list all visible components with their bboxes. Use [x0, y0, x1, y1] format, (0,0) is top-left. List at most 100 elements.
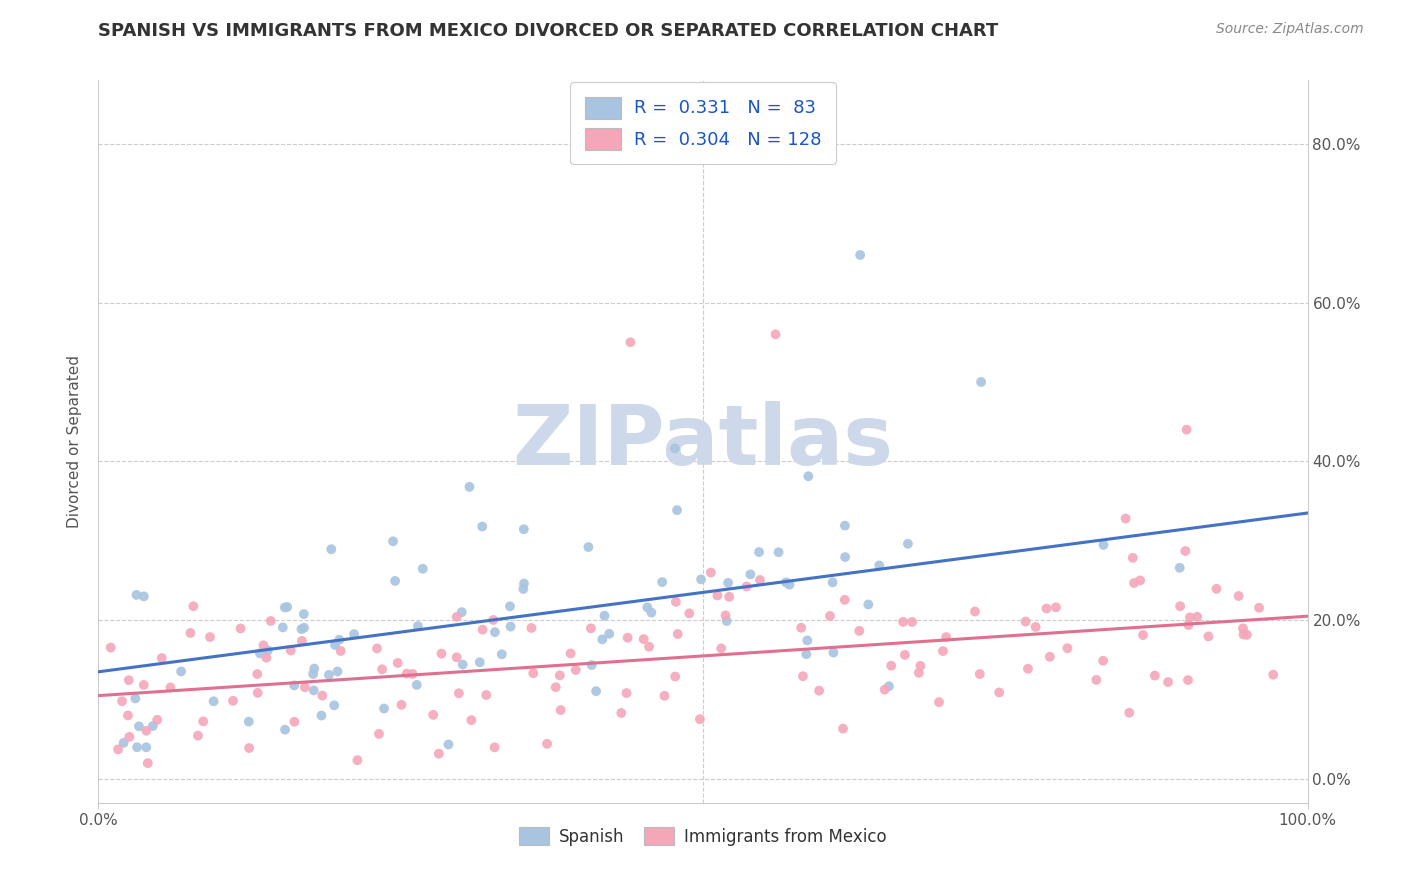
Point — [616, 631, 638, 645]
Point — [100, 640, 122, 655]
Point — [484, 740, 506, 755]
Point — [579, 621, 602, 635]
Point — [371, 662, 394, 676]
Text: SPANISH VS IMMIGRANTS FROM MEXICO DIVORCED OR SEPARATED CORRELATION CHART: SPANISH VS IMMIGRANTS FROM MEXICO DIVORC… — [98, 22, 998, 40]
Point — [475, 688, 498, 702]
Point — [187, 729, 209, 743]
Point — [292, 607, 315, 621]
Point — [520, 621, 543, 635]
Point — [678, 607, 700, 621]
Point — [969, 667, 991, 681]
Point — [1123, 576, 1146, 591]
Point — [222, 694, 245, 708]
Y-axis label: Divorced or Separated: Divorced or Separated — [67, 355, 83, 528]
Point — [249, 646, 271, 660]
Point — [1177, 673, 1199, 687]
Point — [280, 643, 302, 657]
Point — [1177, 618, 1199, 632]
Point — [748, 545, 770, 559]
Point — [779, 577, 801, 591]
Point — [136, 756, 159, 770]
Point — [1174, 544, 1197, 558]
Point — [132, 678, 155, 692]
Point — [451, 657, 474, 672]
Point — [897, 537, 920, 551]
Text: Source: ZipAtlas.com: Source: ZipAtlas.com — [1216, 22, 1364, 37]
Point — [1263, 667, 1285, 681]
Point — [1227, 589, 1250, 603]
Point — [193, 714, 215, 729]
Point — [821, 575, 844, 590]
Point — [373, 701, 395, 715]
Point — [401, 667, 423, 681]
Point — [183, 599, 205, 614]
Point — [1014, 615, 1036, 629]
Point — [907, 665, 929, 680]
Point — [790, 621, 813, 635]
Point — [125, 740, 148, 755]
Point — [366, 641, 388, 656]
Point — [437, 738, 460, 752]
Point — [901, 615, 924, 629]
Point — [346, 753, 368, 767]
Point — [591, 632, 613, 647]
Point — [1129, 574, 1152, 588]
Point — [252, 638, 274, 652]
Point — [406, 619, 429, 633]
Point — [796, 633, 818, 648]
Point — [768, 545, 790, 559]
Point — [1168, 599, 1191, 614]
Point — [616, 686, 638, 700]
Point — [1205, 582, 1227, 596]
Point — [928, 695, 950, 709]
Point — [135, 740, 157, 755]
Point — [689, 712, 711, 726]
Point — [170, 665, 193, 679]
Point — [823, 646, 845, 660]
Point — [271, 620, 294, 634]
Point — [447, 686, 470, 700]
Point — [118, 673, 141, 688]
Point — [717, 575, 740, 590]
Point — [1175, 423, 1198, 437]
Point — [323, 698, 346, 713]
Point — [834, 550, 856, 565]
Point — [329, 644, 352, 658]
Point — [1157, 675, 1180, 690]
Point — [932, 644, 955, 658]
Point — [818, 609, 841, 624]
Point — [384, 574, 406, 588]
Point — [1045, 600, 1067, 615]
Point — [499, 619, 522, 633]
Point — [321, 542, 343, 557]
Point — [117, 708, 139, 723]
Point — [446, 650, 468, 665]
Point — [302, 667, 325, 681]
Point — [1039, 649, 1062, 664]
Point — [1118, 706, 1140, 720]
Point — [714, 608, 737, 623]
Point — [274, 723, 297, 737]
Point — [894, 648, 917, 662]
Point — [290, 622, 312, 636]
Point — [132, 590, 155, 604]
Point — [430, 647, 453, 661]
Point — [988, 685, 1011, 699]
Point — [775, 575, 797, 590]
Point — [664, 442, 686, 456]
Point — [877, 679, 900, 693]
Point — [666, 503, 689, 517]
Point — [1143, 668, 1166, 682]
Point — [124, 691, 146, 706]
Point — [1232, 627, 1254, 641]
Point — [536, 737, 558, 751]
Point — [1185, 609, 1208, 624]
Point — [513, 576, 536, 591]
Point — [229, 622, 252, 636]
Point — [598, 627, 620, 641]
Point — [970, 375, 993, 389]
Point — [1178, 610, 1201, 624]
Point — [749, 573, 772, 587]
Point — [1092, 538, 1115, 552]
Text: ZIPatlas: ZIPatlas — [513, 401, 893, 482]
